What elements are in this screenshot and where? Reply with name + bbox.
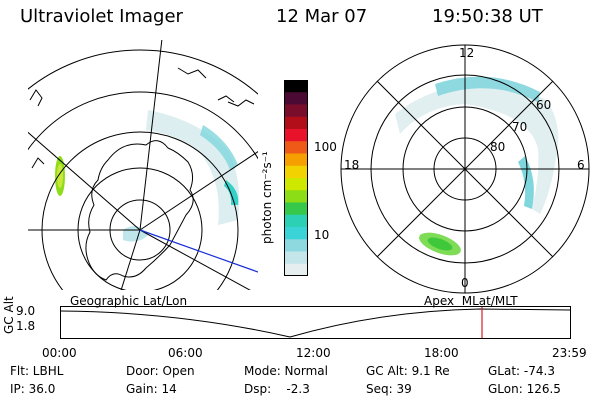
colorbar-segment [284,165,308,179]
footer-dsp: Dsp: -2.3 [244,382,310,396]
colorbar-segment [284,239,308,252]
coastline-fragments [29,67,255,169]
app-title: Ultraviolet Imager [20,6,183,27]
timeline-xtick-4: 23:59 [552,346,587,360]
timeline-xtick-3: 18:00 [424,346,459,360]
footer-glon: GLon: 126.5 [488,382,561,396]
mlt-label-12: 12 [459,46,475,60]
colorbar-segment [284,227,308,240]
timeline-ytick-bottom: 1.8 [16,319,36,333]
footer-gain: Gain: 14 [126,382,177,396]
aurora-emission-left [55,110,240,242]
footer-gcalt: GC Alt: 9.1 Re [366,364,450,378]
colorbar-tick-10: 10 [314,228,330,242]
mlt-label-6: 6 [577,158,585,172]
timeline-xtick-1: 06:00 [168,346,203,360]
timeline-axis-label: GC Alt [2,296,16,334]
colorbar-segment [284,178,308,191]
left-map-caption: Geographic Lat/Lon [70,294,188,308]
date-label: 12 Mar 07 [276,6,368,27]
footer-door: Door: Open [126,364,195,378]
colorbar-segment [284,190,308,203]
mlat-label-60: 60 [536,98,552,112]
footer-seq: Seq: 39 [366,382,412,396]
right-map-caption: Apex MLat/MLT [424,294,518,308]
footer-flt: Flt: LBHL [10,364,64,378]
colorbar-segment [284,202,308,216]
colorbar-unit-label: photon cm⁻²s⁻¹ [260,151,274,244]
colorbar-segment [284,104,308,118]
altitude-timeline [60,306,571,339]
colorbar-segment [284,116,308,130]
colorbar-segment [284,129,308,142]
colorbar-segment [284,92,308,105]
colorbar [284,80,308,277]
mlat-label-70: 70 [512,120,528,134]
colorbar-gradient [284,80,308,277]
timeline-ytick-top: 9.0 [16,304,36,318]
colorbar-segment [284,263,308,277]
spacecraft-track [139,229,258,273]
apex-grid [340,44,590,294]
colorbar-tick-100: 100 [314,140,337,154]
mlt-label-0: 0 [461,276,469,290]
colorbar-segment [284,214,308,228]
footer-mode: Mode: Normal [244,364,328,378]
time-label: 19:50:38 UT [432,6,543,27]
colorbar-segment [284,80,308,93]
altitude-curve [60,308,571,338]
coastline-antarctica [85,140,194,281]
footer-ip: IP: 36.0 [10,382,56,396]
colorbar-segment [284,141,308,154]
apex-polar-map [340,44,590,294]
colorbar-segment [284,153,308,167]
mlat-label-80: 80 [490,140,506,154]
mlt-label-18: 18 [344,158,360,172]
timeline-xtick-0: 00:00 [42,346,77,360]
geographic-map [28,40,258,290]
colorbar-border [284,80,308,276]
meridian-lines [28,40,258,290]
timeline-xtick-2: 12:00 [296,346,331,360]
footer-glat: GLat: -74.3 [488,364,555,378]
colorbar-segment [284,251,308,265]
